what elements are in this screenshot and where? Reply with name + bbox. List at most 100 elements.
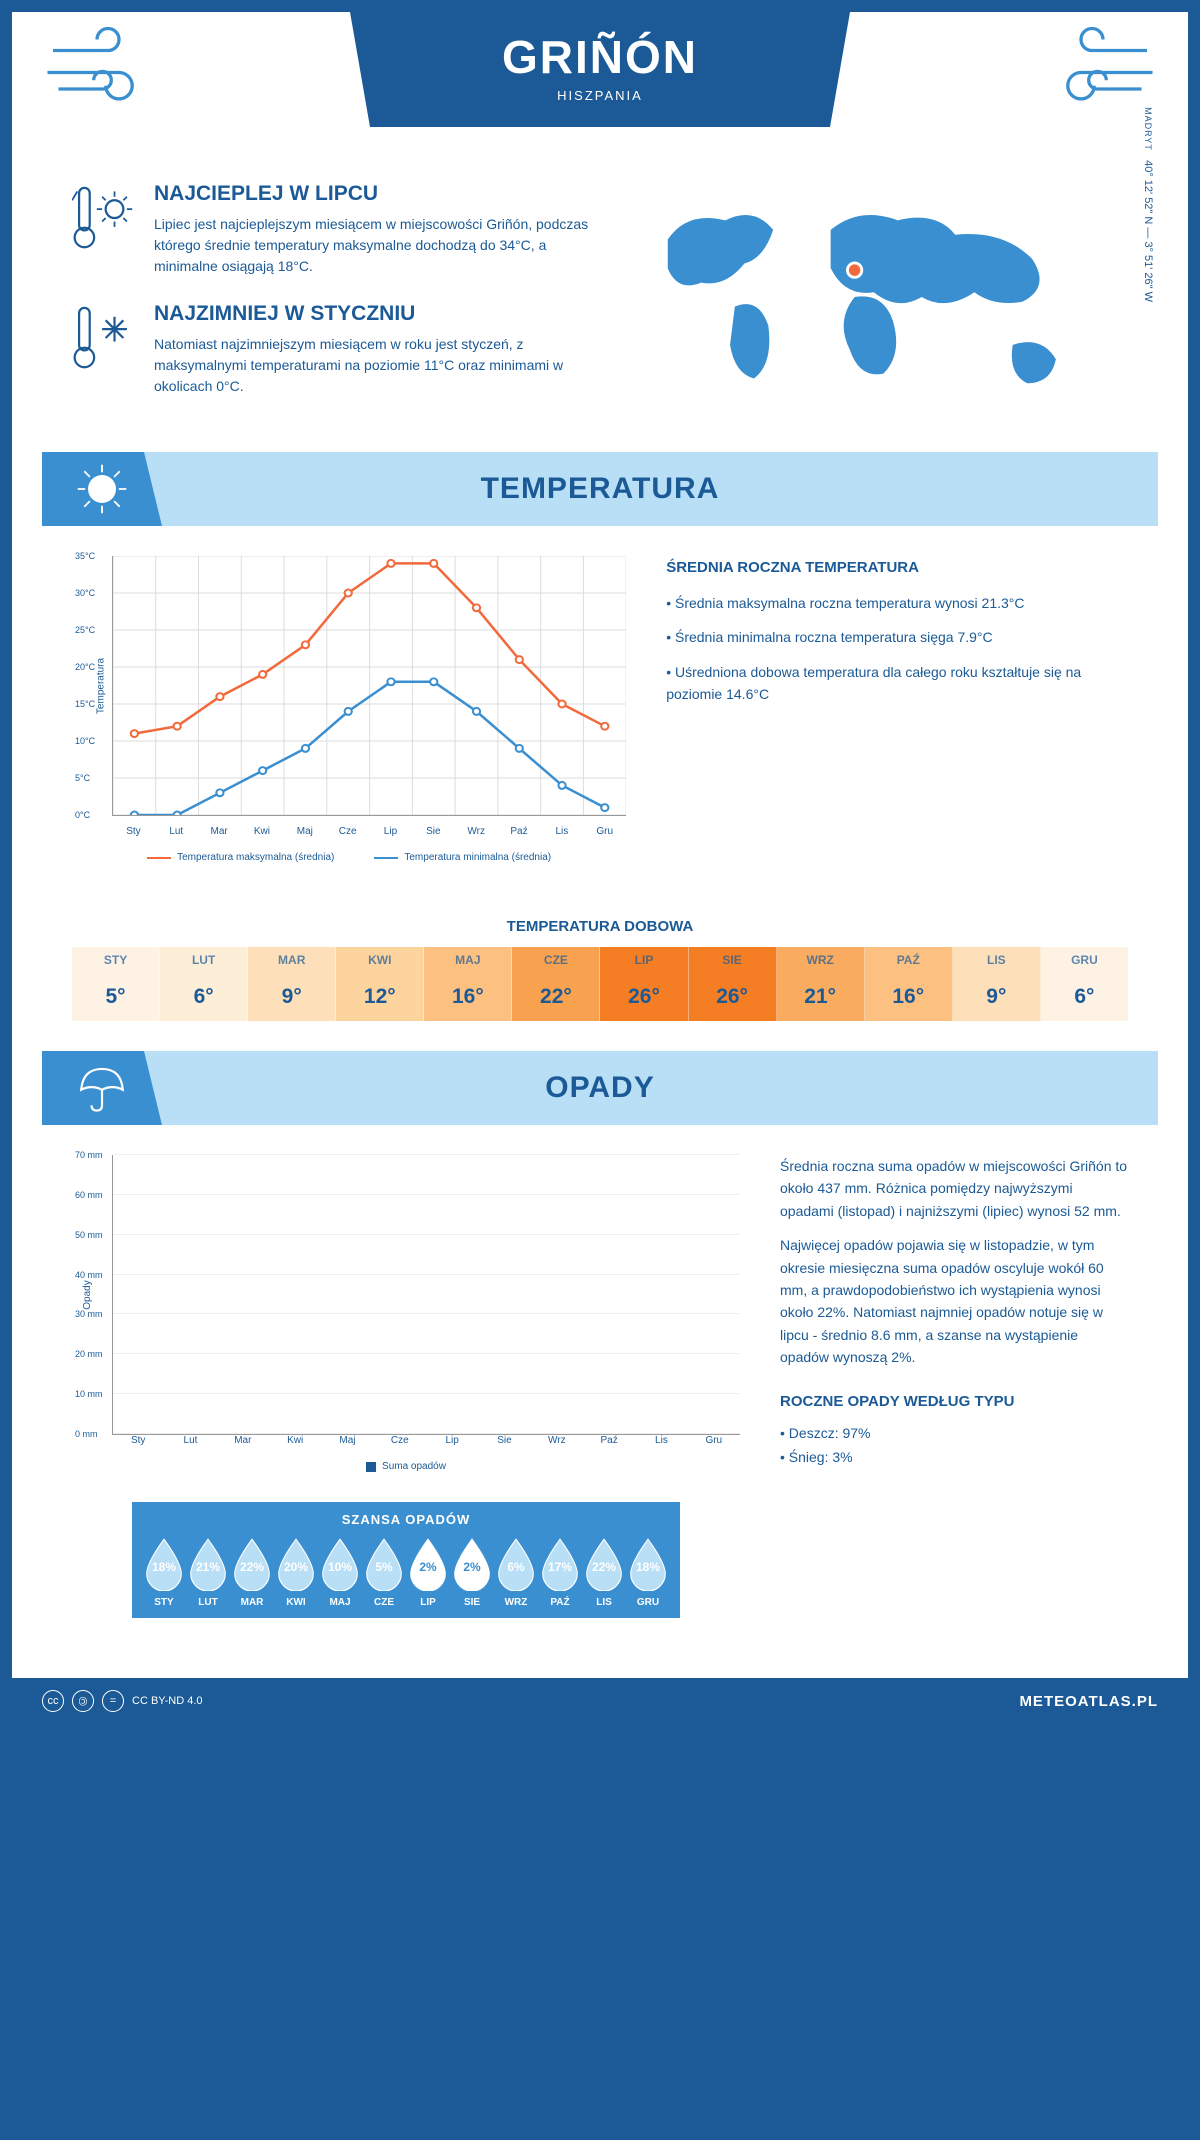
rain-title: OPADY [545,1071,654,1105]
infographic-page: GRIÑÓN HISZPANIA NAJCIEPLEJ W LIPCU Lipi… [12,12,1188,1724]
daily-month: STY [72,947,159,973]
rain-chance-month: LIS [582,1597,626,1608]
rain-drop-icon: 10% [318,1537,362,1591]
facts-column: NAJCIEPLEJ W LIPCU Lipiec jest najcieple… [72,182,590,422]
temp-title: TEMPERATURA [481,472,720,506]
rain-drop-icon: 6% [494,1537,538,1591]
rain-section-header: OPADY [42,1051,1158,1125]
rain-type-title: ROCZNE OPADY WEDŁUG TYPU [780,1389,1128,1415]
daily-value: 9° [953,973,1040,1021]
rain-chance-month: GRU [626,1597,670,1608]
thermometer-sun-icon [72,182,134,277]
legend-rain: Suma opadów [366,1461,446,1472]
rain-drop-icon: 22% [230,1537,274,1591]
wind-icon [42,22,152,126]
daily-month: WRZ [777,947,864,973]
daily-value: 12° [336,973,423,1021]
rain-chance-month: SIE [450,1597,494,1608]
rain-side-text: Średnia roczna suma opadów w miejscowośc… [780,1155,1128,1628]
rain-chance-value: 21% [196,1560,220,1574]
rain-chance-value: 10% [328,1560,352,1574]
daily-month: MAJ [424,947,511,973]
cold-text: Natomiast najzimniejszym miesiącem w rok… [154,334,590,397]
daily-value: 6° [160,973,247,1021]
rain-chance-month: MAR [230,1597,274,1608]
legend-max: Temperatura maksymalna (średnia) [147,852,334,863]
rain-chance-month: PAŹ [538,1597,582,1608]
rain-chance-table: SZANSA OPADÓW 18% STY 21% LUT 22% MAR 20… [132,1502,680,1618]
umbrella-icon [42,1051,162,1125]
rain-drop-icon: 22% [582,1537,626,1591]
daily-value: 22° [512,973,599,1021]
nd-icon: = [102,1690,124,1712]
rain-chance-month: KWI [274,1597,318,1608]
intro-section: NAJCIEPLEJ W LIPCU Lipiec jest najcieple… [12,162,1188,452]
daily-value: 26° [689,973,776,1021]
header: GRIÑÓN HISZPANIA [12,12,1188,162]
daily-value: 21° [777,973,864,1021]
rain-drop-icon: 21% [186,1537,230,1591]
coord-text: 40° 12' 52" N — 3° 51' 26" W [1142,160,1154,302]
map-column: MADRYT 40° 12' 52" N — 3° 51' 26" W [610,182,1128,422]
daily-value: 9° [248,973,335,1021]
rain-chance-title: SZANSA OPADÓW [142,1512,670,1527]
temp-y-axis-label: Temperatura [96,657,107,713]
daily-month: MAR [248,947,335,973]
hot-text: Lipiec jest najcieplejszym miesiącem w m… [154,214,590,277]
temp-side-p1: • Średnia maksymalna roczna temperatura … [666,592,1128,614]
daily-month: LIP [600,947,687,973]
daily-month: LIS [953,947,1040,973]
temp-x-labels: StyLutMarKwiMajCzeLipSieWrzPaźLisGru [112,826,626,837]
temp-chart: Temperatura 0°C5°C10°C15°C20°C25°C30°C35… [72,556,626,863]
daily-value: 16° [424,973,511,1021]
site-name: METEOATLAS.PL [1019,1693,1158,1710]
temp-section-body: Temperatura 0°C5°C10°C15°C20°C25°C30°C35… [12,526,1188,893]
daily-month: PAŹ [865,947,952,973]
rain-drop-icon: 2% [406,1537,450,1591]
coordinates: MADRYT 40° 12' 52" N — 3° 51' 26" W [1142,107,1154,302]
rain-chance-value: 6% [507,1560,524,1574]
rain-legend: Suma opadów [72,1461,740,1472]
daily-month: SIE [689,947,776,973]
temp-side-p3: • Uśredniona dobowa temperatura dla całe… [666,661,1128,706]
rain-type-block: ROCZNE OPADY WEDŁUG TYPU • Deszcz: 97% •… [780,1389,1128,1470]
hot-fact: NAJCIEPLEJ W LIPCU Lipiec jest najcieple… [72,182,590,277]
temp-side-title: ŚREDNIA ROCZNA TEMPERATURA [666,556,1128,580]
rain-chance-value: 18% [636,1560,660,1574]
rain-type-p1: • Deszcz: 97% [780,1422,1128,1446]
rain-side-p2: Najwięcej opadów pojawia się w listopadz… [780,1234,1128,1368]
sun-icon [42,452,162,526]
rain-side-p1: Średnia roczna suma opadów w miejscowośc… [780,1155,1128,1222]
rain-chance-value: 20% [284,1560,308,1574]
rain-chance-value: 2% [463,1560,480,1574]
temp-side-p2: • Średnia minimalna roczna temperatura s… [666,626,1128,648]
legend-min: Temperatura minimalna (średnia) [374,852,551,863]
temp-legend: Temperatura maksymalna (średnia) Tempera… [72,852,626,863]
daily-month: KWI [336,947,423,973]
thermometer-snow-icon [72,302,134,397]
rain-chance-value: 22% [240,1560,264,1574]
cold-title: NAJZIMNIEJ W STYCZNIU [154,302,590,326]
daily-temp-row: STY5°LUT6°MAR9°KWI12°MAJ16°CZE22°LIP26°S… [72,947,1128,1021]
title-banner: GRIÑÓN HISZPANIA [350,12,850,127]
rain-type-p2: • Śnieg: 3% [780,1446,1128,1470]
rain-drop-icon: 18% [626,1537,670,1591]
license-block: cc 🄯 = CC BY-ND 4.0 [42,1690,203,1712]
rain-drop-icon: 5% [362,1537,406,1591]
rain-drop-icon: 17% [538,1537,582,1591]
rain-chance-value: 18% [152,1560,176,1574]
rain-drop-icon: 18% [142,1537,186,1591]
rain-section-body: Opady 0 mm10 mm20 mm30 mm40 mm50 mm60 mm… [12,1125,1188,1658]
rain-drop-icon: 20% [274,1537,318,1591]
rain-x-labels: StyLutMarKwiMajCzeLipSieWrzPaźLisGru [112,1435,740,1446]
rain-chance-month: CZE [362,1597,406,1608]
country-subtitle: HISZPANIA [350,88,850,103]
rain-chance-value: 17% [548,1560,572,1574]
rain-chance-month: LIP [406,1597,450,1608]
license-text: CC BY-ND 4.0 [132,1695,203,1707]
daily-month: CZE [512,947,599,973]
hot-title: NAJCIEPLEJ W LIPCU [154,182,590,206]
temp-section-header: TEMPERATURA [42,452,1158,526]
daily-value: 16° [865,973,952,1021]
daily-value: 6° [1041,973,1128,1021]
